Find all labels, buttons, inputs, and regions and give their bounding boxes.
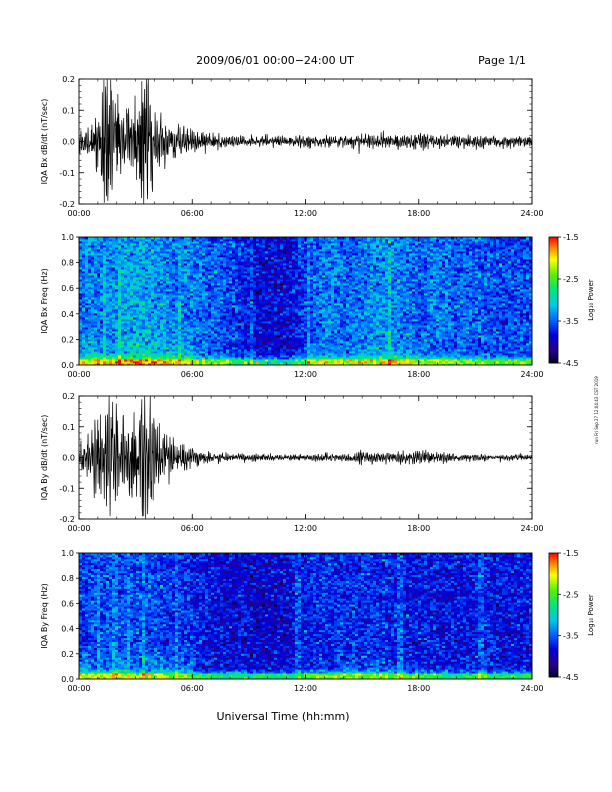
colorbar-tick-label: -4.5	[563, 673, 579, 682]
x-tick-label: 24:00	[520, 524, 543, 533]
y-tick-label: 0.8	[61, 259, 74, 268]
x-tick-label: 24:00	[520, 684, 543, 693]
x-tick-label: 12:00	[294, 209, 317, 218]
x-tick-label: 12:00	[294, 684, 317, 693]
y-tick-label: 0.0	[61, 361, 74, 370]
y-tick-label: 0.1	[62, 423, 75, 432]
panel-3: 0.2 0.1 0.0 -0.1 -0.200:00 06:00 12:00 18:00 24:…	[40, 392, 544, 533]
y-tick-label: 0.6	[61, 599, 74, 608]
y-tick-label: 0.2	[62, 392, 75, 401]
x-tick-label: 12:00	[294, 524, 317, 533]
colorbar-label: Log₁₀ Power	[587, 279, 595, 321]
spectrogram-image	[79, 553, 533, 680]
y-axis-label: IQA Bx Freq (Hz)	[40, 268, 49, 334]
x-tick-label: 18:00	[407, 370, 430, 379]
colorbar-tick-label: -1.5	[563, 549, 579, 558]
colorbar-by: -1.5 -2.5 -3.5 -4.5 Log₁₀ Power	[548, 549, 595, 682]
x-tick-label: 06:00	[181, 209, 204, 218]
colorbar-tick-label: -2.5	[563, 590, 579, 599]
y-tick-label: 0.4	[61, 310, 74, 319]
colorbar-tick-label: -1.5	[563, 233, 579, 242]
x-tick-label: 12:00	[294, 370, 317, 379]
y-tick-label: 1.0	[61, 233, 74, 242]
x-tick-label: 06:00	[181, 684, 204, 693]
y-tick-label: -0.1	[59, 169, 75, 178]
x-tick-label: 06:00	[181, 370, 204, 379]
spectrogram-image	[79, 237, 533, 366]
x-tick-label: 06:00	[181, 524, 204, 533]
colorbar-tick-label: -3.5	[563, 317, 579, 326]
y-tick-label: 0.0	[62, 454, 75, 463]
panel-4: 1.0 0.8 0.6 0.4 0.2 0.000:00 06:00 12:00 18:00 24…	[40, 549, 544, 693]
x-tick-label: 18:00	[407, 684, 430, 693]
colorbar-tick-label: -2.5	[563, 275, 579, 284]
header-page: Page 1/1	[478, 54, 526, 67]
panel-1: 0.2 0.1 0.0 -0.1 -0.200:00 06:00 12:00 18:00 24:…	[40, 75, 544, 218]
y-tick-label: -0.2	[59, 200, 75, 209]
y-tick-label: 0.4	[61, 625, 74, 634]
x-tick-label: 18:00	[407, 524, 430, 533]
colorbar-tick-label: -3.5	[563, 632, 579, 641]
series-line	[78, 78, 533, 205]
y-tick-label: 0.8	[61, 574, 74, 583]
y-tick-label: -0.2	[59, 515, 75, 524]
colorbar-label: Log₁₀ Power	[587, 594, 595, 636]
y-tick-label: 0.0	[62, 138, 75, 147]
series-line	[78, 395, 533, 520]
x-tick-label: 24:00	[520, 370, 543, 379]
x-tick-label: 00:00	[67, 524, 90, 533]
y-tick-label: 0.0	[61, 675, 74, 684]
x-tick-label: 18:00	[407, 209, 430, 218]
y-tick-label: 0.1	[62, 106, 75, 115]
y-axis-label: IQA By Freq (Hz)	[40, 583, 49, 649]
panel-2: 1.0 0.8 0.6 0.4 0.2 0.000:00 06:00 12:00 18:00 24…	[40, 233, 544, 379]
y-tick-label: -0.1	[59, 484, 75, 493]
y-tick-label: 0.2	[61, 650, 74, 659]
y-tick-label: 1.0	[61, 549, 74, 558]
y-axis-label: IQA By dB/dt (nT/sec)	[40, 415, 49, 501]
colorbar-tick-label: -4.5	[563, 359, 579, 368]
y-tick-label: 0.6	[61, 284, 74, 293]
x-tick-label: 00:00	[67, 684, 90, 693]
x-tick-label: 00:00	[67, 370, 90, 379]
y-axis-label: IQA Bx dB/dt (nT/sec)	[40, 99, 49, 185]
header-date-range: 2009/06/01 00:00−24:00 UT	[196, 54, 354, 67]
x-tick-label: 24:00	[520, 209, 543, 218]
x-axis-label: Universal Time (hh:mm)	[217, 710, 350, 723]
side-stamp: run Fri Sep 27 12:04:43 CST 2019	[594, 376, 599, 444]
x-tick-label: 00:00	[67, 209, 90, 218]
y-tick-label: 0.2	[61, 335, 74, 344]
panels: 0.20.10.0-0.1-0.200:00 06:00 12:00 18:00 24:…	[40, 75, 544, 693]
colorbar-bx: -1.5 -2.5 -3.5 -4.5 Log₁₀ Power	[548, 233, 595, 368]
y-tick-label: 0.2	[62, 75, 75, 84]
